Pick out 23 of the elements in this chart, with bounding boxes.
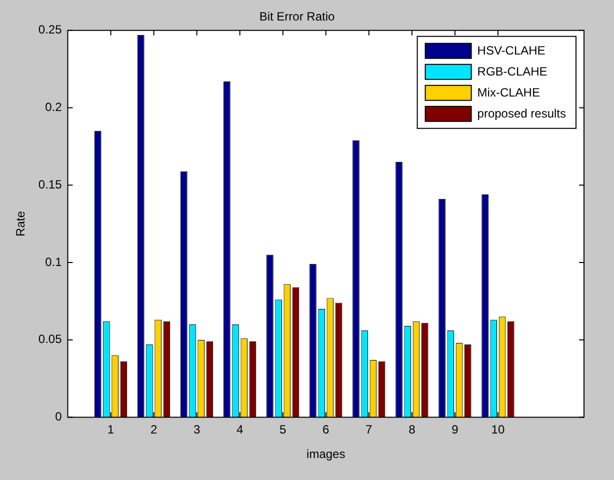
x-tick-label: 7 <box>366 422 373 437</box>
y-axis-title: Rate <box>14 210 28 236</box>
legend-label: Mix-CLAHE <box>477 86 540 100</box>
y-tick-label: 0.1 <box>45 254 62 269</box>
x-tick-label: 4 <box>236 422 244 437</box>
x-axis-title: images <box>306 447 346 462</box>
x-tick-label: 3 <box>193 422 200 437</box>
legend-label: RGB-CLAHE <box>477 64 548 79</box>
y-tick-label: 0.15 <box>38 177 62 192</box>
y-tick-label: 0.2 <box>45 100 62 114</box>
chart-title: Bit Error Ratio <box>259 10 335 24</box>
x-tick-label: 6 <box>322 422 330 437</box>
x-tick-label: 9 <box>452 422 459 437</box>
legend-label: HSV-CLAHE <box>477 44 546 58</box>
legend-label: proposed results <box>477 106 566 121</box>
x-tick-label: 2 <box>150 422 158 437</box>
x-tick-label: 10 <box>491 422 505 437</box>
x-tick-label: 8 <box>408 422 416 437</box>
x-tick-label: 1 <box>107 422 114 437</box>
y-tick-label: 0.25 <box>38 22 62 37</box>
y-tick-label: 0.05 <box>38 332 62 346</box>
x-tick-label: 5 <box>280 422 287 437</box>
y-tick-label: 0 <box>55 410 62 424</box>
